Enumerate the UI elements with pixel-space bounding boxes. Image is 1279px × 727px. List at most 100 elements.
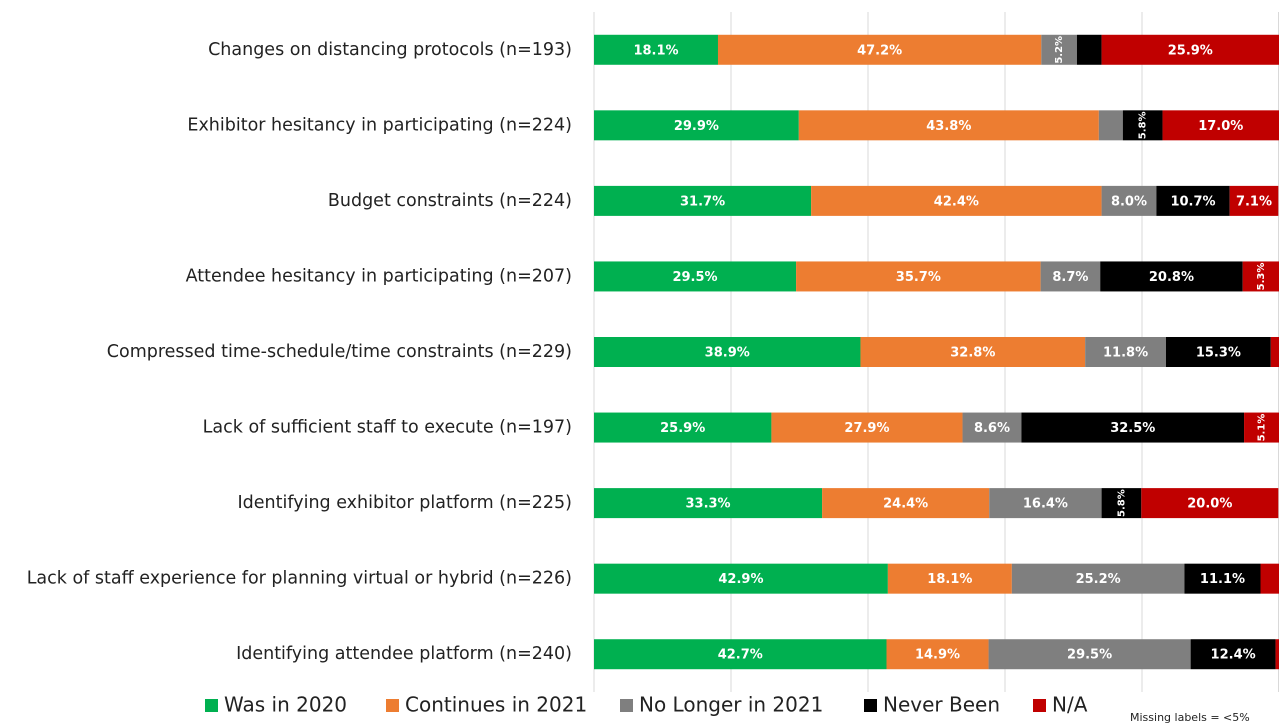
bar-segment — [1270, 337, 1279, 367]
data-label: 29.5% — [672, 270, 717, 285]
bar-segment — [717, 34, 1042, 65]
data-label: 25.2% — [1076, 572, 1121, 587]
data-label: 29.9% — [674, 119, 719, 134]
data-label: 5.8% — [1116, 489, 1127, 517]
bar-segment — [771, 412, 963, 443]
data-label: 38.9% — [705, 346, 750, 361]
bar-segment — [811, 185, 1102, 216]
bar-segment — [594, 639, 887, 670]
bar-segment — [594, 261, 797, 292]
legend-label: No Longer in 2021 — [639, 693, 823, 717]
data-label: 5.2% — [1054, 36, 1065, 64]
data-label: 7.1% — [1236, 194, 1272, 209]
category-label: Identifying exhibitor platform (n=225) — [238, 493, 572, 513]
legend-swatch — [864, 699, 877, 712]
bar-segment — [1275, 639, 1279, 670]
bar-segment — [1141, 488, 1279, 519]
bar-segment — [1162, 110, 1279, 141]
data-label: 18.1% — [633, 43, 678, 58]
bar-segment — [594, 337, 861, 367]
data-label: 33.3% — [685, 497, 730, 512]
bar-segment — [860, 337, 1086, 367]
data-label: 32.8% — [950, 346, 995, 361]
legend-swatch — [1033, 699, 1046, 712]
bar-segment — [1190, 639, 1276, 670]
bar-segment — [796, 261, 1041, 292]
data-label: 47.2% — [857, 43, 902, 58]
bar-segment — [1156, 185, 1230, 216]
category-label: Lack of sufficient staff to execute (n=1… — [203, 418, 572, 438]
bar-segment — [594, 563, 888, 594]
bar-segment — [1076, 34, 1102, 65]
data-label: 35.7% — [896, 270, 941, 285]
bar-segment — [594, 185, 812, 216]
data-label: 20.8% — [1149, 270, 1194, 285]
data-label: 8.0% — [1111, 194, 1147, 209]
bar-segment — [1040, 261, 1101, 292]
bar-segment — [1085, 337, 1166, 367]
data-label: 31.7% — [680, 194, 725, 209]
data-label: 5.1% — [1257, 414, 1268, 442]
data-label: 32.5% — [1110, 421, 1155, 436]
bar-segment — [886, 639, 989, 670]
bar-segment — [1165, 337, 1271, 367]
bar-segment — [1122, 110, 1163, 141]
bar-segment — [887, 563, 1012, 594]
bar-segment — [988, 639, 1191, 670]
data-label: 11.1% — [1200, 572, 1245, 587]
data-label: 43.8% — [926, 119, 971, 134]
data-label: 25.9% — [1168, 43, 1213, 58]
data-label: 5.3% — [1256, 263, 1267, 291]
data-label: 42.7% — [718, 648, 763, 663]
category-label: Budget constraints (n=224) — [328, 191, 572, 211]
category-label: Compressed time-schedule/time constraint… — [107, 342, 572, 362]
data-label: 27.9% — [844, 421, 889, 436]
data-label: 18.1% — [927, 572, 972, 587]
bar-segment — [798, 110, 1099, 141]
data-label: 25.9% — [660, 421, 705, 436]
bar-segment — [1242, 261, 1279, 292]
data-label: 24.4% — [883, 497, 928, 512]
bar-segment — [1100, 261, 1243, 292]
data-label: 11.8% — [1103, 346, 1148, 361]
bar-segment — [1101, 34, 1279, 65]
bar-segment — [594, 34, 718, 65]
bar-segment — [962, 412, 1022, 443]
data-label: 20.0% — [1187, 497, 1232, 512]
data-label: 12.4% — [1211, 648, 1256, 663]
legend-swatch — [620, 699, 633, 712]
data-label: 15.3% — [1196, 346, 1241, 361]
bar-segment — [1021, 412, 1245, 443]
data-label: 42.9% — [718, 572, 763, 587]
bar-segment — [1101, 185, 1157, 216]
legend-swatch — [205, 699, 218, 712]
bar-segment — [1260, 563, 1279, 594]
annotation: Missing labels = <5% — [1130, 711, 1250, 724]
bar-segment — [594, 488, 823, 519]
bar-segment — [1011, 563, 1185, 594]
data-label: 16.4% — [1023, 497, 1068, 512]
data-label: 10.7% — [1170, 194, 1215, 209]
data-label: 8.6% — [974, 421, 1010, 436]
legend-label: N/A — [1052, 693, 1088, 717]
bar-segment — [1101, 488, 1142, 519]
category-label: Attendee hesitancy in participating (n=2… — [186, 266, 572, 286]
legend-label: Never Been — [883, 693, 1000, 717]
data-label: 5.8% — [1138, 111, 1149, 139]
data-label: 8.7% — [1052, 270, 1088, 285]
legend-label: Continues in 2021 — [405, 693, 587, 717]
data-label: 42.4% — [934, 194, 979, 209]
bar-segment — [1041, 34, 1077, 65]
bar-segment — [1184, 563, 1261, 594]
legend-label: Was in 2020 — [224, 693, 347, 717]
bar-segment — [822, 488, 990, 519]
legend-swatch — [386, 699, 399, 712]
category-label: Identifying attendee platform (n=240) — [236, 644, 572, 664]
category-label: Lack of staff experience for planning vi… — [27, 569, 572, 589]
category-label: Exhibitor hesitancy in participating (n=… — [187, 115, 572, 135]
category-label: Changes on distancing protocols (n=193) — [208, 40, 572, 60]
bar-segment — [1244, 412, 1279, 443]
bar-segment — [989, 488, 1102, 519]
data-label: 29.5% — [1067, 648, 1112, 663]
